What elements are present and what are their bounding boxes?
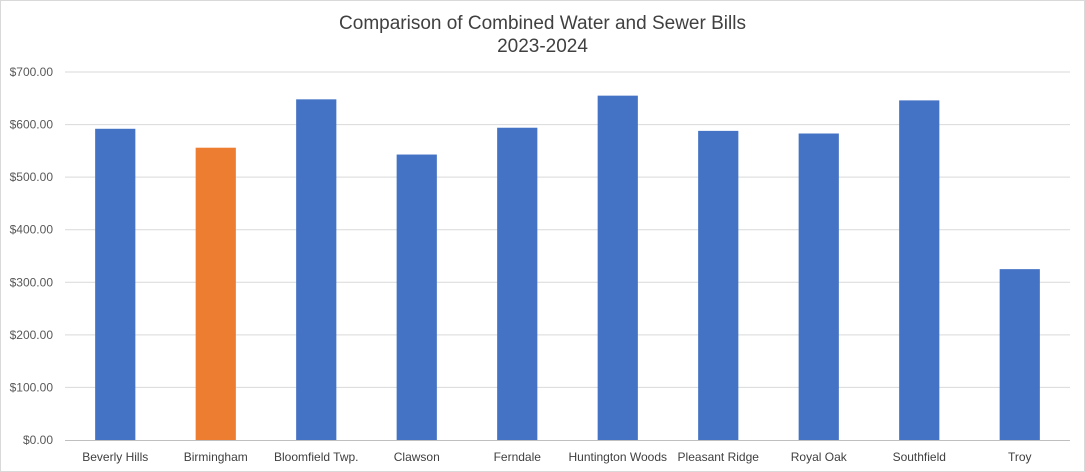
y-tick-label: $0.00 (23, 433, 53, 447)
bar-ferndale (497, 127, 538, 441)
bars (95, 95, 1040, 441)
bar-pleasant-ridge (698, 130, 739, 440)
bar-royal-oak (798, 133, 839, 440)
y-tick-label: $400.00 (10, 223, 54, 237)
x-category-label: Troy (1008, 450, 1032, 464)
y-tick-label: $500.00 (10, 170, 54, 184)
chart-title-block: Comparison of Combined Water and Sewer B… (0, 12, 1085, 58)
bar-clawson (396, 154, 437, 440)
x-category-label: Southfield (893, 450, 946, 464)
x-category-label: Bloomfield Twp. (274, 450, 359, 464)
x-category-label: Beverly Hills (82, 450, 148, 464)
y-tick-label: $100.00 (10, 380, 54, 394)
y-axis-ticks: $0.00 $100.00 $200.00 $300.00 $400.00 $500.00… (10, 65, 54, 447)
bar-huntington-woods (597, 95, 638, 441)
y-tick-label: $600.00 (10, 118, 54, 132)
x-category-label: Ferndale (494, 450, 542, 464)
x-category-label: Birmingham (184, 450, 248, 464)
bar-southfield (899, 100, 940, 440)
x-axis-labels: Beverly Hills Birmingham Bloomfield Twp. Cl… (82, 450, 1031, 464)
chart-title: Comparison of Combined Water and Sewer B… (339, 13, 746, 34)
x-category-label: Royal Oak (791, 450, 848, 464)
bar-birmingham (195, 147, 236, 440)
x-category-label: Huntington Woods (568, 450, 667, 464)
chart-subtitle: 2023-2024 (497, 36, 588, 57)
y-tick-label: $300.00 (10, 275, 54, 289)
y-tick-label: $200.00 (10, 328, 54, 342)
x-category-label: Pleasant Ridge (678, 450, 760, 464)
x-category-label: Clawson (394, 450, 440, 464)
bar-troy (999, 269, 1040, 440)
bar-beverly-hills (95, 128, 136, 440)
bar-bloomfield-twp (296, 99, 337, 440)
y-tick-label: $700.00 (10, 65, 54, 79)
